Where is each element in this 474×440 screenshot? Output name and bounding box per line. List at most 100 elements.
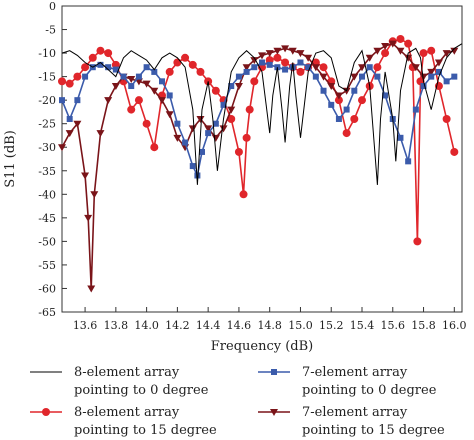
axes: 0 -5 -10 -15 -20 -25 -30 -35 -40 -45 -50 -55 -60 -65 1… <box>38 0 466 332</box>
data-point <box>150 87 159 95</box>
x-tick-label: 14.6 <box>227 319 252 332</box>
y-tick-label: -20 <box>38 94 56 107</box>
data-point <box>251 64 258 71</box>
y-tick-label: -55 <box>38 259 56 272</box>
data-point <box>173 134 182 142</box>
data-point <box>405 158 412 165</box>
data-point <box>220 101 227 108</box>
legend-label-line: 7-element array <box>302 365 408 380</box>
data-point <box>297 59 304 66</box>
data-point <box>111 83 120 91</box>
data-point <box>442 50 451 58</box>
data-point <box>97 61 104 68</box>
data-point <box>304 54 313 62</box>
data-point <box>174 120 181 127</box>
data-point <box>88 53 97 62</box>
series-line <box>61 38 456 242</box>
data-point <box>82 73 89 80</box>
data-point <box>66 115 73 122</box>
data-point <box>173 58 182 67</box>
data-point <box>350 114 359 123</box>
y-tick-label: -35 <box>38 165 56 178</box>
data-point <box>397 134 404 141</box>
data-point <box>273 47 282 55</box>
data-point <box>142 80 151 88</box>
legend-item-4: 7-element array pointing to 15 degree <box>258 405 445 438</box>
x-tick-label: 16.0 <box>442 319 467 332</box>
data-point <box>373 47 382 55</box>
data-point <box>350 73 359 81</box>
data-point <box>73 120 82 128</box>
data-point <box>234 147 243 156</box>
data-point <box>442 114 451 123</box>
data-point <box>319 63 328 72</box>
data-point <box>258 52 266 60</box>
data-point <box>205 130 212 137</box>
data-point <box>342 129 351 138</box>
data-point <box>366 64 373 71</box>
data-point <box>428 73 435 80</box>
data-point <box>288 47 297 55</box>
data-point <box>427 68 436 76</box>
y-tick-label: -15 <box>38 71 56 84</box>
x-tick-label: 14.4 <box>196 319 221 332</box>
data-point <box>181 53 190 62</box>
y-tick-label: -50 <box>38 235 56 248</box>
data-point <box>320 87 327 94</box>
data-point <box>435 68 442 75</box>
data-point <box>273 53 282 62</box>
data-point <box>250 57 259 65</box>
data-point <box>194 172 201 179</box>
x-tick-label: 15.0 <box>288 319 313 332</box>
data-point <box>381 43 390 51</box>
data-point <box>296 67 305 76</box>
x-tick-label: 15.2 <box>319 319 344 332</box>
data-point <box>450 147 459 156</box>
data-point <box>165 111 174 119</box>
data-point <box>158 97 166 105</box>
data-point <box>373 63 382 72</box>
data-point <box>73 72 82 81</box>
data-point <box>81 63 90 72</box>
data-point <box>188 60 197 69</box>
data-point <box>312 73 319 80</box>
x-tick-label: 13.8 <box>104 319 129 332</box>
data-point <box>211 134 220 142</box>
data-point <box>165 67 174 76</box>
data-point <box>382 92 389 99</box>
y-tick-label: -40 <box>38 188 56 201</box>
data-point <box>281 58 290 67</box>
y-tick-label: -45 <box>38 212 56 225</box>
data-point <box>365 54 374 62</box>
legend-item-1: 8-element array pointing to 0 degree <box>30 365 209 398</box>
data-point <box>374 73 381 80</box>
x-tick-label: 13.6 <box>73 319 98 332</box>
data-point <box>188 125 197 133</box>
legend-label: 8-element array pointing to 0 degree <box>74 365 209 398</box>
legend-label-line: pointing to 15 degree <box>302 423 445 438</box>
data-point <box>351 87 358 94</box>
data-point <box>74 97 81 104</box>
data-point <box>212 120 219 127</box>
y-tick-label: 0 <box>49 0 56 13</box>
x-tick-label: 14.0 <box>134 319 159 332</box>
series-line <box>61 43 463 185</box>
data-point <box>135 73 142 80</box>
legend-label-line: pointing to 0 degree <box>74 383 209 398</box>
data-point <box>128 83 135 90</box>
legend-label: 7-element array pointing to 15 degree <box>302 405 445 438</box>
data-point <box>451 73 458 80</box>
data-point <box>196 67 205 76</box>
data-point <box>90 191 99 199</box>
data-point <box>419 73 428 81</box>
data-point <box>388 40 397 48</box>
data-point <box>243 68 250 75</box>
data-point <box>359 73 365 80</box>
data-point <box>65 79 74 88</box>
legend-swatch-marker <box>271 369 277 375</box>
data-point <box>127 105 136 114</box>
data-point <box>265 50 274 58</box>
legend-swatch-marker <box>270 409 278 416</box>
data-point <box>450 47 459 55</box>
data-point <box>396 34 405 43</box>
